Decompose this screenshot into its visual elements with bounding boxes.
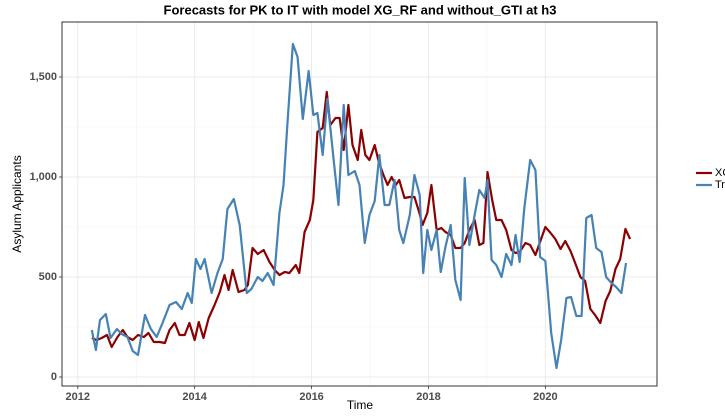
x-tick-label: 2016 bbox=[299, 391, 323, 403]
x-tick-label: 2018 bbox=[416, 391, 440, 403]
x-tick-label: 2020 bbox=[533, 391, 557, 403]
y-axis-label: Asylum Applicants bbox=[10, 155, 24, 252]
series-line bbox=[91, 90, 632, 349]
panel-border bbox=[61, 21, 658, 387]
x-tick-label: 2014 bbox=[182, 391, 207, 403]
y-tick-label: 1,500 bbox=[29, 71, 57, 83]
chart-title: Forecasts for PK to IT with model XG_RF … bbox=[164, 2, 557, 17]
y-tick-label: 500 bbox=[39, 271, 57, 283]
legend-label: Truth bbox=[715, 179, 725, 191]
series-line bbox=[90, 42, 628, 370]
legend-label: XG_RF bbox=[715, 167, 725, 179]
y-tick-label: 0 bbox=[51, 371, 57, 383]
x-axis-label: Time bbox=[347, 398, 374, 412]
x-tick-label: 2012 bbox=[66, 391, 90, 403]
y-tick-label: 1,000 bbox=[29, 171, 57, 183]
